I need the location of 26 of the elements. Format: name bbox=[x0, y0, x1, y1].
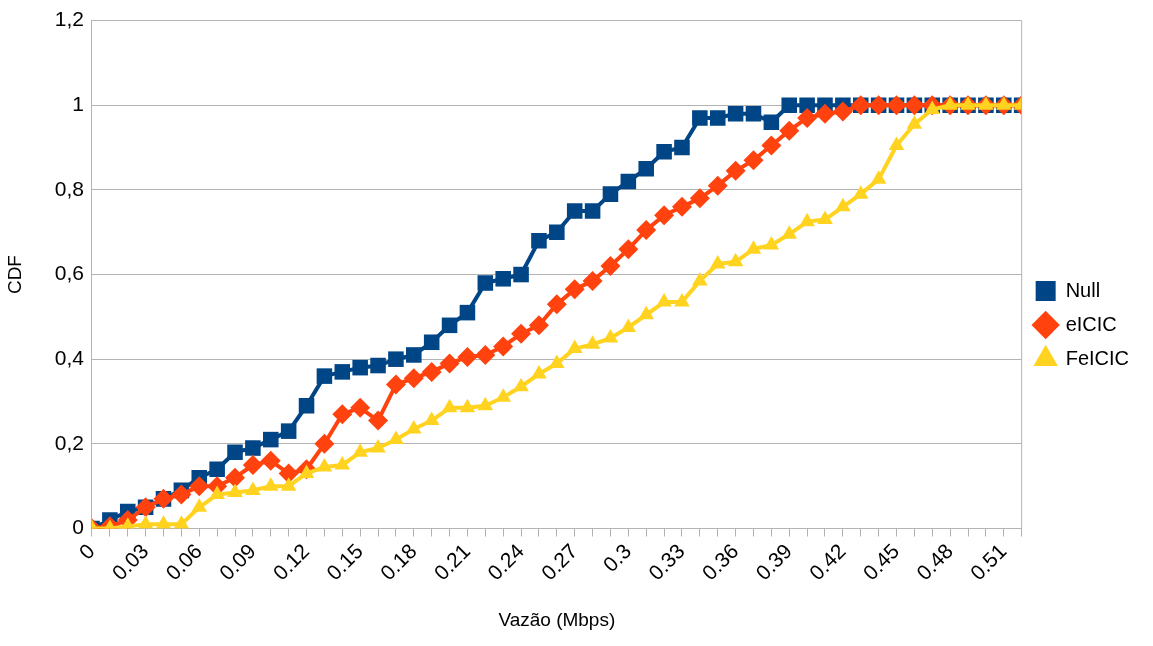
y-tick-label: 0,8 bbox=[54, 176, 84, 200]
y-tick-label: 1 bbox=[72, 92, 84, 116]
x-tick-label: 0.33 bbox=[643, 539, 689, 585]
y-tick-label: 0,4 bbox=[54, 345, 85, 369]
x-tick-label: 0.18 bbox=[375, 539, 421, 585]
x-tick-label: 0.39 bbox=[751, 539, 797, 585]
x-tick-label: 0.3 bbox=[598, 539, 636, 576]
legend-label: eICIC bbox=[1065, 312, 1117, 335]
x-tick-label: 0.51 bbox=[965, 539, 1011, 585]
x-tick-label: 0.36 bbox=[697, 539, 743, 585]
x-axis-title: Vazão (Mbps) bbox=[498, 608, 616, 630]
y-axis-title: CDF bbox=[3, 255, 25, 295]
y-tick-label: 1,2 bbox=[54, 7, 84, 31]
y-tick-label: 0,6 bbox=[54, 261, 84, 285]
x-tick-label: 0.42 bbox=[804, 539, 850, 585]
legend-label: FeICIC bbox=[1065, 346, 1129, 369]
x-tick-label: 0.09 bbox=[214, 539, 260, 585]
x-tick-label: 0.21 bbox=[429, 539, 475, 585]
x-tick-label: 0.03 bbox=[107, 539, 153, 585]
legend-label: Null bbox=[1065, 278, 1101, 301]
x-tick-label: 0.24 bbox=[482, 538, 529, 585]
y-tick-label: 0 bbox=[72, 515, 84, 539]
x-tick-label: 0.06 bbox=[161, 539, 207, 585]
y-tick-label: 0,2 bbox=[54, 430, 84, 454]
x-tick-label: 0.12 bbox=[268, 539, 314, 585]
x-tick-label: 0.48 bbox=[911, 539, 958, 585]
